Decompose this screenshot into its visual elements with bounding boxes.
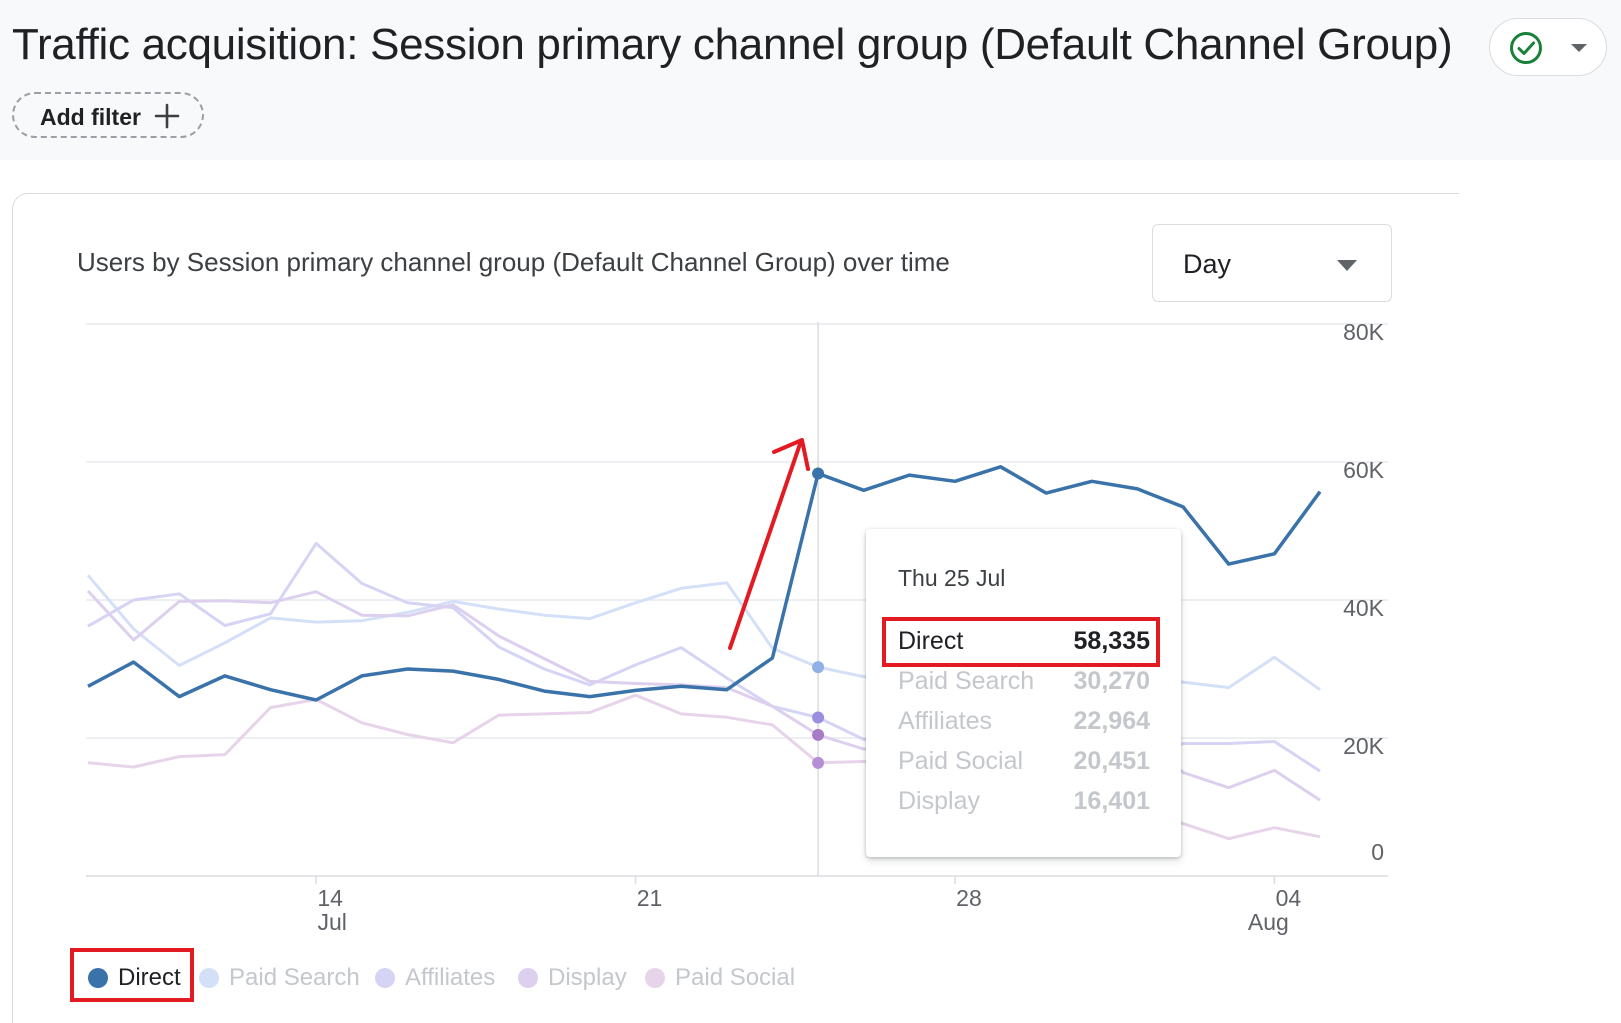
y-tick-label: 20K (1343, 733, 1385, 759)
granularity-select[interactable]: Day (1152, 224, 1392, 302)
report-status-menu[interactable] (1489, 18, 1607, 76)
page-title: Traffic acquisition: Session primary cha… (12, 20, 1453, 69)
tooltip-row-affiliates: Affiliates 22,964 (898, 703, 1150, 737)
y-tick-label: 0 (1371, 839, 1384, 865)
legend-label: Direct (118, 964, 181, 991)
granularity-value: Day (1183, 249, 1232, 279)
legend-swatch (375, 968, 395, 988)
annotation-arrow-shaft (728, 442, 802, 650)
legend-label: Paid Search (229, 964, 360, 991)
x-tick-label: 21 (637, 885, 663, 911)
chart-card (12, 193, 1459, 1023)
tooltip-row-name: Paid Search (898, 667, 1035, 695)
x-tick-label: 04 (1276, 885, 1302, 911)
series-line-direct (87, 465, 1322, 702)
x-tick-sublabel: Jul (317, 909, 346, 935)
legend-label: Affiliates (405, 964, 496, 991)
legend-swatch (645, 968, 665, 988)
tooltip-row-value: 16,401 (1073, 787, 1150, 815)
tooltip-row-paid-search: Paid Search 30,270 (898, 663, 1150, 697)
tooltip-row-value: 22,964 (1073, 707, 1150, 735)
legend-highlight-box (70, 948, 194, 1002)
add-filter-button[interactable]: Add filter (12, 92, 204, 138)
y-tick-label: 80K (1343, 319, 1385, 345)
tooltip-row-value: 20,451 (1073, 747, 1150, 775)
tooltip-row-paid-social: Paid Social 20,451 (898, 743, 1150, 777)
tooltip-row-display: Display 16,401 (898, 783, 1150, 817)
y-tick-label: 40K (1343, 595, 1385, 621)
annotation-arrow-head (772, 438, 810, 471)
y-axis-ticks: 0 20K 40K 60K 80K (1343, 319, 1385, 865)
header-background (0, 0, 1621, 160)
tooltip-row-value: 30,270 (1073, 667, 1150, 695)
legend-swatch (88, 968, 108, 988)
tooltip-row-name: Paid Social (898, 747, 1024, 775)
chevron-down-icon (1571, 44, 1587, 52)
tooltip-row-name: Direct (898, 627, 964, 655)
x-tick-sublabel: Aug (1248, 909, 1289, 935)
tooltip-row-value: 58,335 (1073, 627, 1150, 655)
check-circle-icon (1510, 32, 1542, 64)
legend-label: Paid Social (675, 964, 796, 991)
plus-icon (154, 103, 180, 129)
chart-tooltip: Thu 25 Jul Direct 58,335 Paid Search 30,… (866, 529, 1181, 857)
tooltip-date: Thu 25 Jul (898, 565, 1006, 591)
tooltip-row-direct: Direct 58,335 (898, 623, 1150, 657)
add-filter-label: Add filter (40, 104, 141, 130)
legend-swatch (518, 968, 538, 988)
tooltip-row-name: Display (898, 787, 980, 815)
dropdown-caret-icon (1337, 260, 1357, 271)
legend-label: Display (548, 964, 627, 991)
hover-points (812, 467, 825, 769)
series-point-paid-search (812, 661, 825, 674)
side-background (1447, 160, 1621, 1023)
series-point-paid-social (812, 756, 825, 769)
chart-title: Users by Session primary channel group (… (77, 247, 950, 277)
series-point-direct (812, 467, 825, 480)
tooltip-highlight-box (882, 617, 1160, 667)
tooltip-row-name: Affiliates (898, 707, 993, 735)
x-tick-label: 28 (956, 885, 982, 911)
x-tick-label: 14 (317, 885, 343, 911)
y-tick-label: 60K (1343, 457, 1385, 483)
annotation-arrow (728, 438, 810, 650)
series-point-affiliates (812, 711, 825, 724)
series-point-display (812, 728, 825, 741)
legend-swatch (199, 968, 219, 988)
